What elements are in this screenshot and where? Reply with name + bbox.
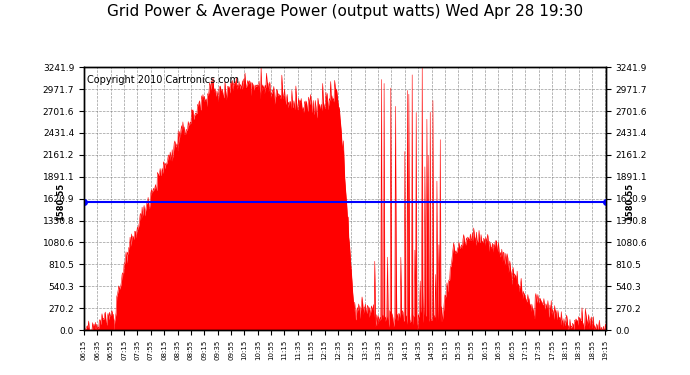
Text: Grid Power & Average Power (output watts) Wed Apr 28 19:30: Grid Power & Average Power (output watts… (107, 4, 583, 19)
Text: 1580.55: 1580.55 (56, 183, 65, 221)
Text: Copyright 2010 Cartronics.com: Copyright 2010 Cartronics.com (86, 75, 239, 85)
Text: 1580.55: 1580.55 (625, 183, 634, 221)
